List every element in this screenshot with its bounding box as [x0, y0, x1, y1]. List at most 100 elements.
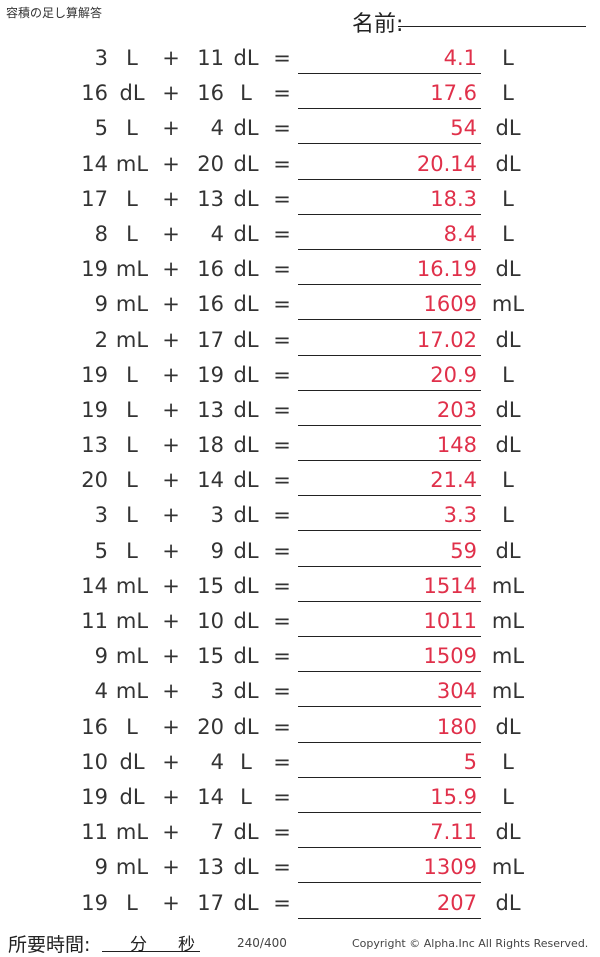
- answer-line: [298, 636, 481, 637]
- second-number: 4: [210, 221, 224, 246]
- answer-value: 5: [463, 749, 477, 774]
- first-unit: mL: [115, 257, 149, 282]
- answer-line: [298, 600, 481, 602]
- equals-sign: =: [273, 820, 291, 845]
- answer-value: 3.3: [443, 503, 477, 528]
- first-unit: dL: [119, 81, 145, 106]
- first-number: 17: [81, 186, 108, 211]
- answer-line: [298, 178, 481, 180]
- equals-sign: =: [273, 46, 291, 70]
- equals-sign: =: [273, 151, 291, 176]
- first-number: 8: [94, 221, 108, 246]
- first-unit: mL: [115, 151, 149, 176]
- second-number: 7: [210, 820, 224, 845]
- plus-sign: +: [162, 820, 180, 845]
- second-number: 13: [197, 186, 224, 211]
- problem-row: 9 mL +13 dL = 1309 mL: [0, 849, 600, 884]
- plus-sign: +: [162, 397, 180, 422]
- answer-unit: mL: [491, 609, 525, 633]
- plus-sign: +: [162, 855, 180, 880]
- time-label: 所要時間:: [8, 934, 91, 956]
- answer-unit: dL: [495, 890, 521, 915]
- problem-row: 19 L +13 dL = 203 dL: [0, 392, 600, 427]
- second-number: 13: [197, 855, 224, 880]
- first-unit: L: [126, 46, 138, 70]
- equals-sign: =: [273, 714, 291, 739]
- second-number: 4: [210, 116, 224, 141]
- problem-row: 19 L +19 dL = 20.9 L: [0, 357, 600, 392]
- plus-sign: +: [162, 749, 180, 774]
- plus-sign: +: [162, 186, 180, 211]
- first-number: 5: [94, 116, 108, 141]
- problem-row: 3 L +3 dL = 3.3 L: [0, 497, 600, 532]
- equals-sign: =: [273, 362, 291, 387]
- answer-line: [298, 917, 481, 919]
- second-unit: L: [240, 81, 252, 106]
- second-unit: L: [240, 749, 252, 774]
- problem-row: 3 L +11 dL = 4.1 L: [0, 40, 600, 75]
- minutes-label: 分: [130, 935, 147, 955]
- second-unit: dL: [233, 433, 259, 458]
- problem-row: 10 dL +4 L = 5 L: [0, 744, 600, 779]
- second-unit: dL: [233, 116, 259, 141]
- equals-sign: =: [273, 749, 291, 774]
- seconds-label: 秒: [178, 935, 195, 955]
- first-number: 19: [81, 257, 108, 282]
- answer-unit: L: [502, 46, 514, 70]
- answer-unit: dL: [495, 397, 521, 422]
- answer-unit: dL: [495, 151, 521, 176]
- second-unit: dL: [233, 46, 259, 70]
- answer-line: [298, 143, 481, 145]
- second-number: 19: [197, 362, 224, 387]
- answer-line: [298, 73, 481, 74]
- first-unit: L: [126, 890, 138, 915]
- second-number: 16: [197, 81, 224, 106]
- problem-row: 14 mL +20 dL = 20.14 dL: [0, 146, 600, 181]
- problem-row: 11 mL +10 dL = 1011 mL: [0, 603, 600, 638]
- answer-line: [298, 671, 481, 673]
- worksheet-title: 容積の足し算解答: [6, 6, 103, 20]
- answer-line: [298, 565, 481, 567]
- equals-sign: =: [273, 644, 291, 669]
- second-number: 11: [197, 46, 224, 70]
- first-unit: dL: [119, 749, 145, 774]
- first-number: 13: [81, 433, 108, 458]
- first-number: 5: [94, 538, 108, 563]
- problem-row: 19 dL +14 L = 15.9 L: [0, 779, 600, 814]
- problem-row: 2 mL +17 dL = 17.02 dL: [0, 322, 600, 357]
- plus-sign: +: [162, 81, 180, 106]
- first-number: 3: [94, 46, 108, 70]
- answer-line: [298, 389, 481, 391]
- problem-row: 9 mL +16 dL = 1609 mL: [0, 286, 600, 321]
- first-unit: mL: [115, 855, 149, 880]
- second-unit: dL: [233, 573, 259, 598]
- second-unit: dL: [233, 468, 259, 493]
- time-field-line: [102, 951, 200, 952]
- plus-sign: +: [162, 573, 180, 598]
- second-unit: dL: [233, 397, 259, 422]
- second-unit: dL: [233, 644, 259, 669]
- first-number: 19: [81, 397, 108, 422]
- answer-unit: L: [502, 81, 514, 106]
- answer-value: 59: [450, 538, 477, 563]
- plus-sign: +: [162, 292, 180, 317]
- answer-value: 1514: [423, 573, 477, 598]
- second-number: 13: [197, 397, 224, 422]
- answer-line: [298, 776, 481, 778]
- answer-line: [298, 108, 481, 110]
- answer-value: 20.14: [416, 151, 477, 176]
- answer-value: 8.4: [443, 221, 477, 246]
- plus-sign: +: [162, 679, 180, 704]
- equals-sign: =: [273, 573, 291, 598]
- answer-line: [298, 882, 481, 884]
- second-unit: dL: [233, 538, 259, 563]
- equals-sign: =: [273, 186, 291, 211]
- answer-unit: L: [502, 186, 514, 211]
- problem-row: 20 L +14 dL = 21.4 L: [0, 462, 600, 497]
- answer-unit: dL: [495, 257, 521, 282]
- second-number: 16: [197, 292, 224, 317]
- answer-value: 7.11: [430, 820, 477, 845]
- answer-value: 17.6: [430, 81, 477, 106]
- second-number: 18: [197, 433, 224, 458]
- problem-row: 9 mL +15 dL = 1509 mL: [0, 638, 600, 673]
